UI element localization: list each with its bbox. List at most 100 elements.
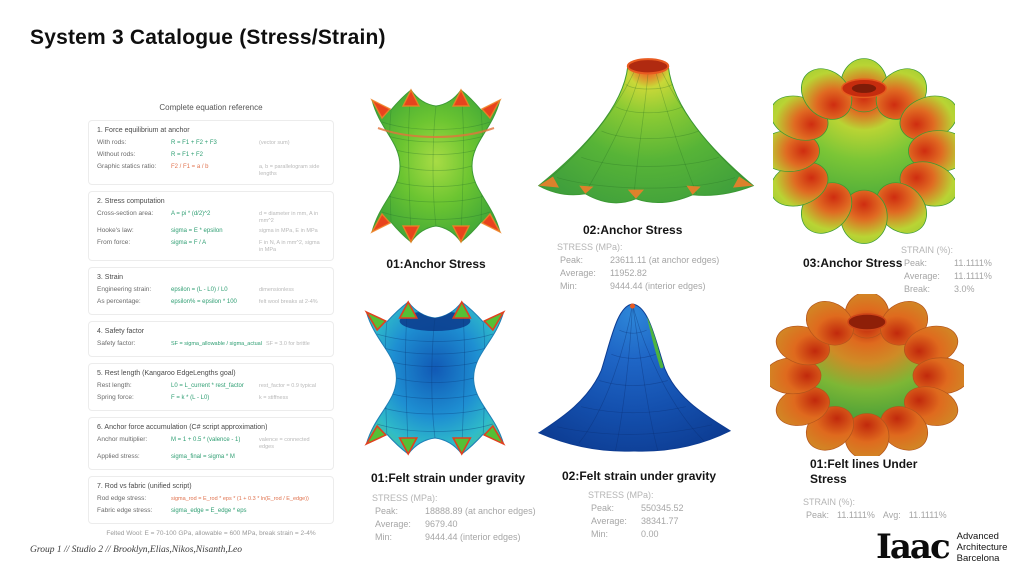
mesh-felt-strain-gravity-02 <box>538 303 731 452</box>
figure-label-anchor-stress-01: 01:Anchor Stress <box>386 257 486 271</box>
stats-anchor-stress-02: STRESS (MPa): Peak: 23611.11 (at anchor e… <box>557 241 719 293</box>
stat-value: 0.00 <box>641 529 659 539</box>
equation-section-heading: 2. Stress computation <box>97 198 165 205</box>
figure-label-felt-strain-01: 01:Felt strain under gravity <box>371 471 526 485</box>
equation-section-heading: 1. Force equilibrium at anchor <box>97 127 190 134</box>
stat-value: 11.1111% <box>908 510 947 520</box>
mesh-anchor-stress-02 <box>538 58 754 204</box>
stat-key: Average: <box>904 271 940 281</box>
stat-value: 38341.77 <box>641 516 679 526</box>
equation-section-4: 4. Safety factor Safety factor: SF = sigm… <box>88 321 334 357</box>
equation-note: F in N, A in mm^2, sigma in MPa <box>259 240 320 253</box>
stats-title: STRESS (MPa): <box>588 490 654 500</box>
equation-label: Spring force: <box>97 394 134 401</box>
equation-section-1: 1. Force equilibrium at anchor With rods… <box>88 120 334 185</box>
stat-key: Peak: <box>904 258 928 268</box>
stat-value: 11952.82 <box>610 268 647 278</box>
equation-note: valence = connected edges <box>259 437 310 450</box>
equation-formula: R = F1 + F2 <box>171 152 204 158</box>
iaac-logo-line: Advanced <box>956 530 999 542</box>
equation-formula: R = F1 + F2 + F3 <box>171 140 217 146</box>
equation-formula: sigma_edge = E_edge * eps <box>171 508 247 514</box>
equation-section-3: 3. Strain Engineering strain: epsilon = (… <box>88 267 334 315</box>
equation-label: Hooke's law: <box>97 227 134 234</box>
figure-label-anchor-stress-02: 02:Anchor Stress <box>583 223 683 237</box>
equation-formula: M = 1 + 0.5 * (valence - 1) <box>171 437 241 443</box>
equation-label: From force: <box>97 239 131 246</box>
stat-key: Peak: <box>560 255 584 265</box>
stats-anchor-stress-03: STRAIN (%): Peak: 11.1111% Average: 11.111… <box>901 244 992 296</box>
equation-formula: epsilon% = epsilon * 100 <box>171 299 237 305</box>
equation-formula: F = k * (L - L0) <box>171 395 210 401</box>
equation-note: dimensionless <box>259 287 294 293</box>
stat-key: Min: <box>375 532 393 542</box>
equation-label: Without rods: <box>97 151 136 158</box>
equation-note: d = diameter in mm, A in mm^2 <box>259 211 319 224</box>
equation-note: felt wool breaks at 2-4% <box>259 299 318 305</box>
equation-formula: F2 / F1 = a / b <box>171 164 209 170</box>
stats-title: STRESS (MPa): <box>372 493 438 503</box>
equation-label: Cross-section area: <box>97 210 154 217</box>
equation-reference-panel: Complete equation reference 1. Force equ… <box>88 103 334 537</box>
equation-section-2: 2. Stress computation Cross-section area… <box>88 191 334 261</box>
stat-value: 11.1111% <box>954 258 992 268</box>
equation-panel-title: Complete equation reference <box>159 103 263 112</box>
equation-section-6: 6. Anchor force accumulation (C# script … <box>88 417 334 470</box>
equation-note: SF = 3.0 for brittle <box>265 341 310 347</box>
equation-formula: epsilon = (L - L0) / L0 <box>171 287 228 293</box>
equation-section-heading: 3. Strain <box>97 274 124 281</box>
equation-label: Safety factor: <box>97 340 136 347</box>
credit-line: Group 1 // Studio 2 // Brooklyn,Elias,Ni… <box>30 545 242 555</box>
stat-key: Avg: <box>882 510 901 520</box>
iaac-logo: Iaac Advanced Architecture Barcelona <box>876 527 1007 567</box>
stat-value: 18888.89 (at anchor edges) <box>425 506 536 516</box>
equation-label: Anchor multiplier: <box>97 436 148 443</box>
equation-note: (vector sum) <box>259 140 290 146</box>
stats-felt-lines: STRAIN (%): Peak: 11.1111% Avg: 11.1111% <box>803 496 952 522</box>
equation-formula: L0 = L_current * rest_factor <box>171 383 244 389</box>
stat-value: 11.1111% <box>954 271 992 281</box>
stat-key: Peak: <box>375 506 399 516</box>
equation-formula: sigma = F / A <box>171 240 207 246</box>
iaac-logo-text: Advanced Architecture Barcelona <box>957 531 1008 564</box>
stat-key: Min: <box>560 281 578 291</box>
stats-title: STRAIN (%): <box>803 497 856 507</box>
equation-formula: sigma_rod = E_rod * eps * (1 + 0.3 * ln(… <box>171 496 309 502</box>
mesh-felt-strain-gravity-01 <box>364 300 506 456</box>
stats-title: STRESS (MPa): <box>557 242 623 252</box>
page-title: System 3 Catalogue (Stress/Strain) <box>30 26 386 49</box>
stat-value: 9679.40 <box>425 519 458 529</box>
stat-value: 23611.11 (at anchor edges) <box>610 255 720 265</box>
equation-footnote: Felted Wool: E = 70-100 GPa, allowable =… <box>106 530 316 537</box>
equation-section-5: 5. Rest length (Kangaroo EdgeLengths goa… <box>88 363 334 411</box>
equation-note: a, b = parallelogram side lengths <box>259 164 320 177</box>
mesh-anchor-stress-03 <box>773 58 955 244</box>
equation-label: Applied stress: <box>97 453 140 460</box>
equation-label: Graphic statics ratio: <box>97 163 157 170</box>
equation-label: Fabric edge stress: <box>97 507 153 514</box>
stat-key: Peak: <box>591 503 615 513</box>
stat-value: 550345.52 <box>641 503 684 513</box>
equation-formula: SF = sigma_allowable / sigma_actual <box>171 341 262 347</box>
equation-label: As percentage: <box>97 298 141 305</box>
stat-key: Break: <box>904 284 931 294</box>
equation-section-heading: 4. Safety factor <box>97 328 145 335</box>
equation-note <box>313 498 325 500</box>
stats-felt-strain-02: STRESS (MPa): Peak: 550345.52 Average: 383… <box>588 489 684 541</box>
figure-label-felt-strain-02: 02:Felt strain under gravity <box>562 469 717 483</box>
equation-label: Engineering strain: <box>97 286 152 293</box>
stat-value: 3.0% <box>954 284 975 294</box>
mesh-anchor-stress-01 <box>370 88 502 244</box>
stats-felt-strain-01: STRESS (MPa): Peak: 18888.89 (at anchor e… <box>372 492 536 544</box>
stat-key: Average: <box>560 268 596 278</box>
equation-formula: sigma_final = sigma * M <box>171 454 235 460</box>
equation-section-7: 7. Rod vs fabric (unified script) Rod ed… <box>88 476 334 524</box>
equation-label: Rest length: <box>97 382 132 389</box>
stats-title: STRAIN (%): <box>901 245 954 255</box>
iaac-wordmark: Iaac <box>876 527 951 567</box>
equation-formula: A = pi * (d/2)^2 <box>171 211 211 217</box>
equation-section-heading: 6. Anchor force accumulation (C# script … <box>97 424 268 431</box>
figure-label-felt-lines: 01:Felt lines Under Stress <box>810 457 918 486</box>
equation-note: k = stiffness <box>259 395 289 401</box>
